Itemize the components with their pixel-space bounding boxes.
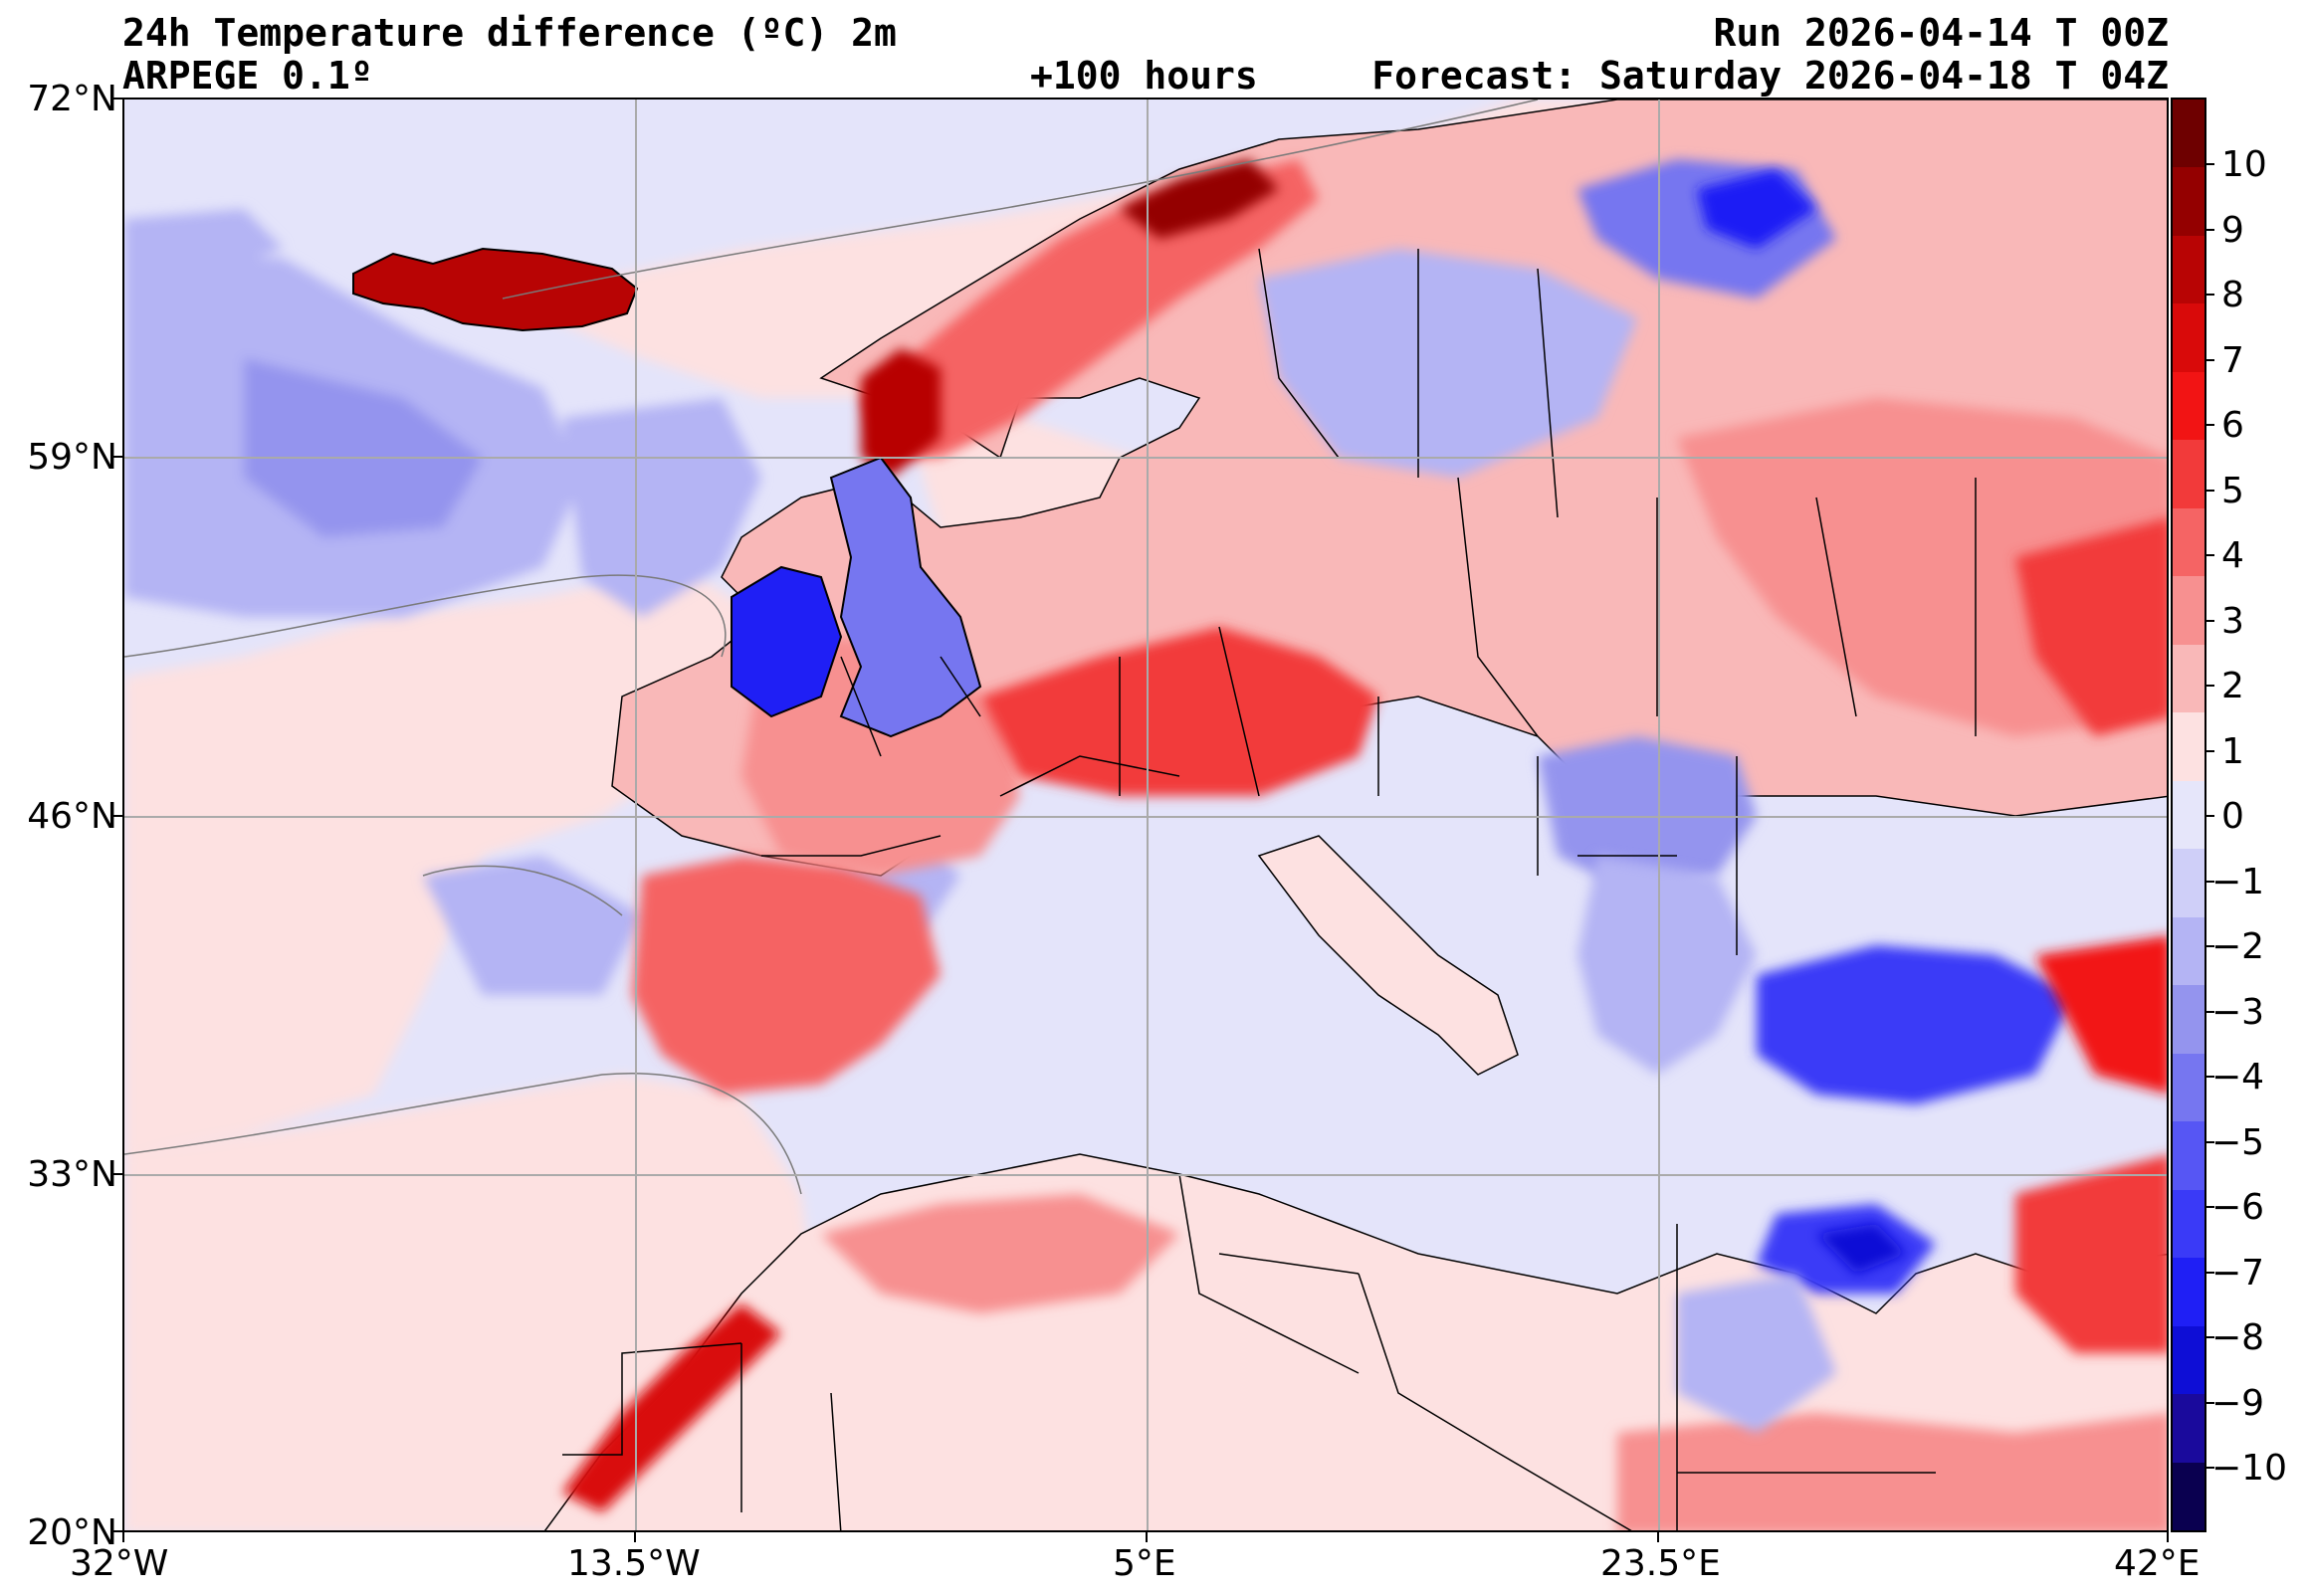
lat-tick: [112, 98, 122, 100]
iceland: [352, 247, 639, 332]
europe-land: [611, 100, 2167, 1104]
colorbar-segment: [2173, 234, 2204, 304]
colorbar-label: −7: [2211, 1252, 2265, 1294]
colorbar-tick: [2204, 424, 2214, 426]
colorbar-label: −8: [2211, 1317, 2265, 1358]
colorbar-tick: [2204, 880, 2214, 883]
colorbar-label: 6: [2221, 405, 2244, 446]
colorbar-label: −1: [2211, 861, 2265, 902]
africa-land: [543, 1153, 2167, 1530]
colorbar-segment: [2173, 711, 2204, 781]
lon-label-5e: 5°E: [1113, 1543, 1176, 1584]
colorbar-segment: [2173, 779, 2204, 850]
lon-label-23-5e: 23.5°E: [1600, 1543, 1721, 1584]
lat-label-72n: 72°N: [27, 79, 117, 119]
lat-tick: [112, 456, 122, 458]
lat-tick: [112, 1173, 122, 1175]
colorbar-tick: [2204, 815, 2214, 817]
graticule: [124, 100, 2167, 1530]
colorbar-segment: [2173, 1393, 2204, 1463]
lon-label-13-5w: 13.5°W: [567, 1543, 701, 1584]
colorbar-label: −9: [2211, 1382, 2265, 1424]
run-time: Run 2026-04-14 T 00Z: [1713, 11, 2169, 55]
colorbar-label: 4: [2221, 535, 2244, 576]
colorbar-segment: [2173, 1052, 2204, 1122]
colorbar-tick: [2204, 619, 2214, 622]
lat-label-59n: 59°N: [27, 437, 117, 478]
lon-label-32w: 32°W: [70, 1543, 169, 1584]
colorbar-tick: [2204, 1206, 2214, 1208]
colorbar-tick: [2204, 1010, 2214, 1013]
map-title: 24h Temperature difference (ºC) 2m: [122, 11, 897, 55]
colorbar-tick: [2204, 294, 2214, 296]
lat-label-46n: 46°N: [27, 796, 117, 837]
colorbar-label: −10: [2211, 1448, 2287, 1489]
zero-contours: [124, 100, 1539, 1195]
lon-tick: [1146, 1532, 1148, 1542]
lat-label-33n: 33°N: [27, 1154, 117, 1195]
colorbar-segment: [2173, 643, 2204, 713]
colorbar-tick: [2204, 1401, 2214, 1404]
colorbar-label: 3: [2221, 600, 2244, 642]
colorbar: [2171, 98, 2206, 1532]
colorbar-tick: [2204, 1140, 2214, 1143]
colorbar-tick: [2204, 1336, 2214, 1338]
colorbar-label: −6: [2211, 1187, 2265, 1228]
colorbar-segment: [2173, 575, 2204, 645]
colorbar-tick: [2204, 163, 2214, 165]
lead-time: +100 hours: [1030, 54, 1258, 98]
colorbar-segment: [2173, 848, 2204, 917]
lat-tick: [112, 1530, 122, 1532]
colorbar-segment: [2173, 100, 2204, 168]
lat-label-20n: 20°N: [27, 1512, 117, 1553]
forecast-time: Forecast: Saturday 2026-04-18 T 04Z: [1371, 54, 2169, 98]
colorbar-segment: [2173, 166, 2204, 236]
colorbar-tick: [2204, 228, 2214, 231]
country-borders: [562, 248, 1977, 1530]
colorbar-tick: [2204, 685, 2214, 687]
colorbar-label: 7: [2221, 339, 2244, 381]
lon-label-42e: 42°E: [2114, 1543, 2201, 1584]
colorbar-segment: [2173, 915, 2204, 986]
colorbar-label: 9: [2221, 209, 2244, 251]
lon-tick: [122, 1532, 124, 1542]
colorbar-segment: [2173, 506, 2204, 577]
colorbar-label: 1: [2221, 730, 2244, 772]
colorbar-segment: [2173, 302, 2204, 372]
ocean-cool-areas: [124, 209, 960, 995]
colorbar-segment: [2173, 1461, 2204, 1530]
colorbar-label: −5: [2211, 1121, 2265, 1163]
colorbar-label: 10: [2221, 144, 2267, 185]
lat-tick: [112, 815, 122, 817]
colorbar-tick: [2204, 1076, 2214, 1078]
colorbar-label: 8: [2221, 275, 2244, 315]
map-canvas: [124, 100, 2167, 1530]
colorbar-segment: [2173, 1324, 2204, 1395]
lon-tick: [634, 1532, 636, 1542]
colorbar-label: −4: [2211, 1057, 2265, 1097]
colorbar-tick: [2204, 489, 2214, 492]
colorbar-segment: [2173, 1188, 2204, 1259]
temperature-difference-map: [122, 98, 2169, 1532]
model-name: ARPEGE 0.1º: [122, 54, 373, 98]
lon-tick: [1657, 1532, 1659, 1542]
lon-tick: [2167, 1532, 2169, 1542]
colorbar-tick: [2204, 945, 2214, 947]
colorbar-label: 5: [2221, 470, 2244, 511]
colorbar-label: −2: [2211, 926, 2265, 967]
colorbar-tick: [2204, 554, 2214, 556]
colorbar-tick: [2204, 1271, 2214, 1274]
colorbar-segment: [2173, 370, 2204, 441]
colorbar-segment: [2173, 1257, 2204, 1326]
colorbar-segment: [2173, 984, 2204, 1054]
colorbar-label: 2: [2221, 666, 2244, 706]
colorbar-tick: [2204, 358, 2214, 361]
colorbar-label: 0: [2221, 796, 2244, 837]
colorbar-tick: [2204, 1467, 2214, 1469]
colorbar-tick: [2204, 749, 2214, 752]
colorbar-segment: [2173, 439, 2204, 508]
colorbar-label: −3: [2211, 991, 2265, 1033]
colorbar-segment: [2173, 1120, 2204, 1190]
